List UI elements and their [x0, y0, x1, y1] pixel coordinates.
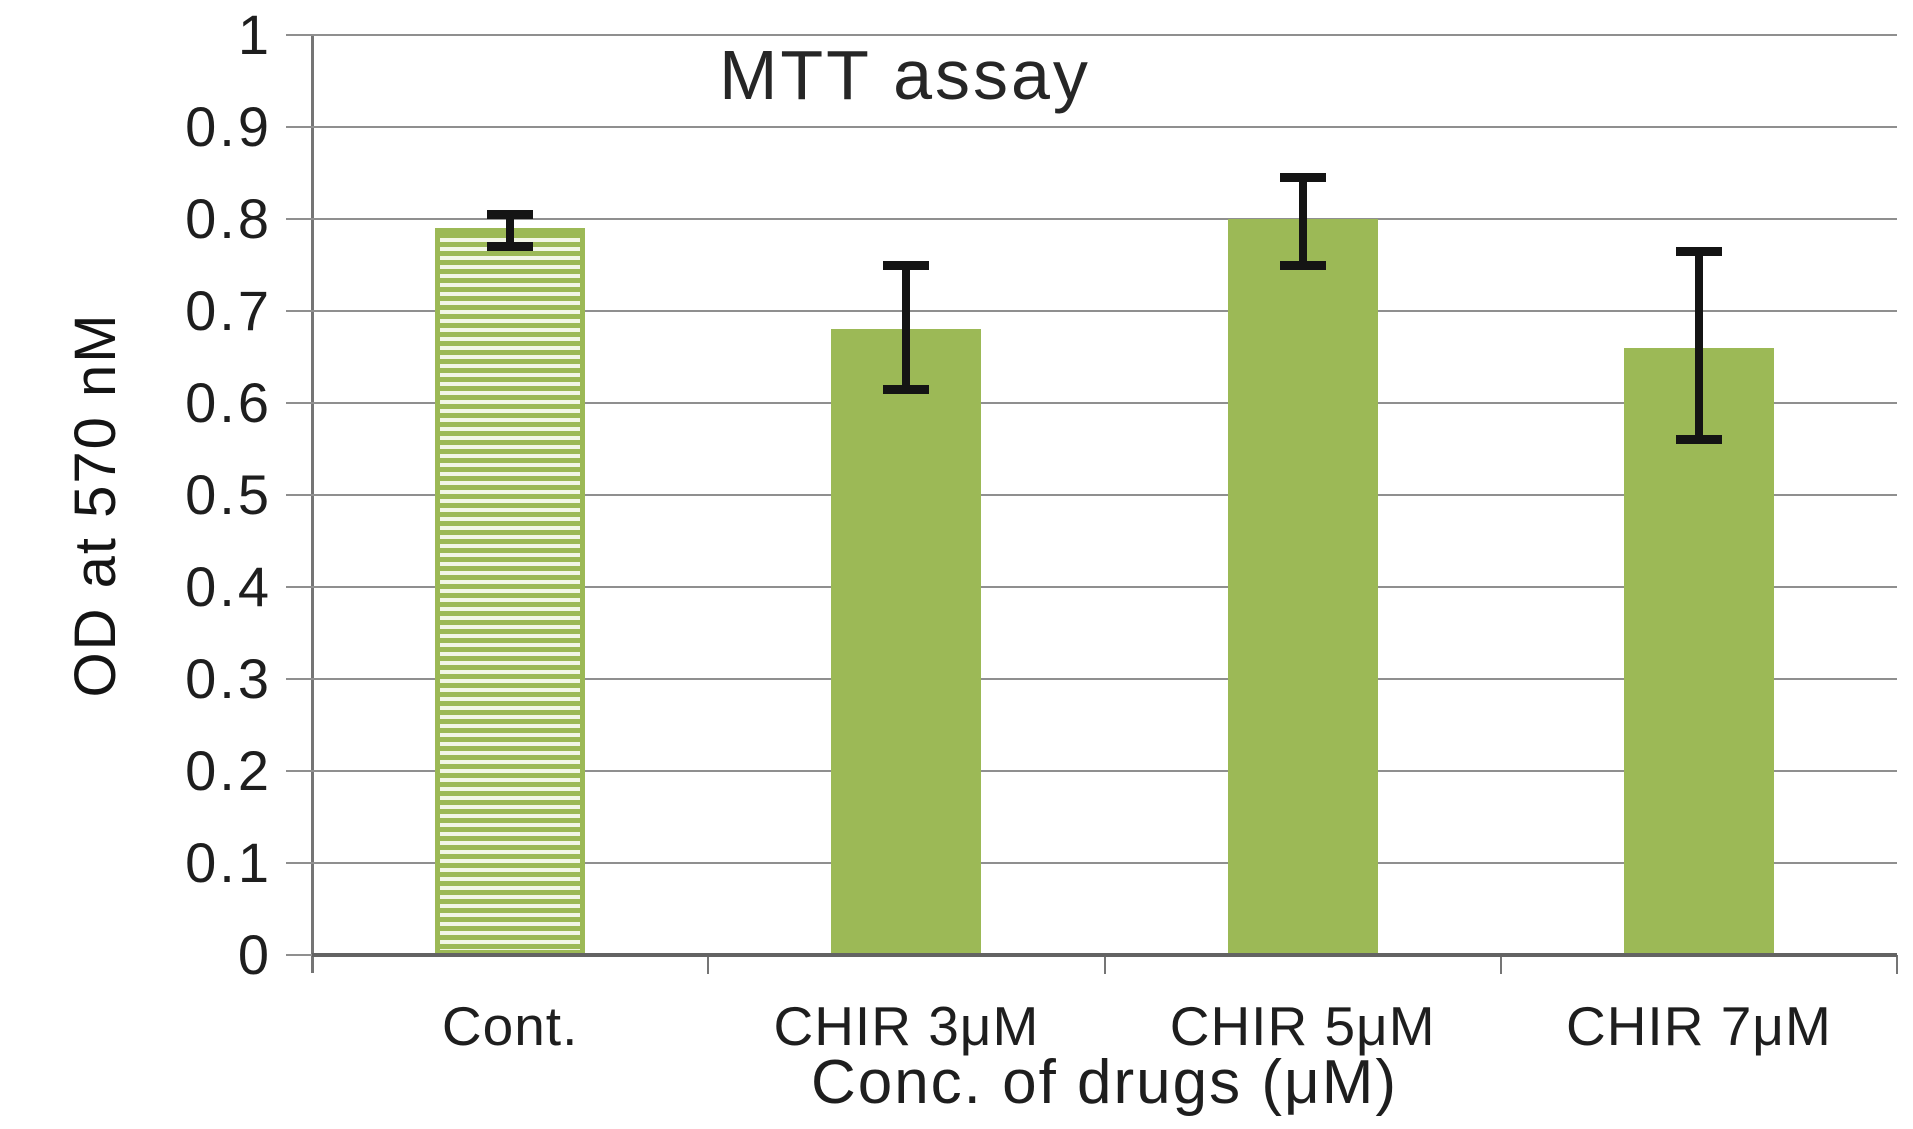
error-bar-cap-top-CHIR 3μM: [883, 260, 930, 270]
y-tick-label-0.1: 0.1: [185, 831, 272, 894]
y-tick-label-0.5: 0.5: [185, 463, 272, 526]
gridline-0.1: [286, 862, 1897, 864]
y-tick-label-0.2: 0.2: [185, 739, 272, 802]
bar-CHIR 5μM: [1227, 219, 1378, 955]
x-tick-label-CHIR 5μM: CHIR 5μM: [1169, 995, 1436, 1057]
error-bar-CHIR 7μM: [1694, 251, 1703, 440]
bar-CHIR 7μM: [1623, 347, 1774, 955]
gridline-0.5: [286, 494, 1897, 496]
y-tick-label-0.6: 0.6: [185, 371, 272, 434]
gridline-0.2: [286, 770, 1897, 772]
plot-area: 0 0.1 0.2 0.3 0.4 0.5 0.6 0.7 0.8 0.9 1 Cont. CHIR 3…: [185, 7, 1898, 1054]
gridline-0.6: [286, 402, 1897, 404]
y-axis-title: OD at 570 nM: [63, 312, 128, 698]
gridline-0.7: [286, 310, 1897, 312]
y-tick-label-0.8: 0.8: [185, 187, 272, 250]
y-tick-label-0.7: 0.7: [185, 279, 272, 342]
error-bar-cap-top-Cont.: [487, 209, 534, 219]
x-tick-label-CHIR 7μM: CHIR 7μM: [1565, 995, 1832, 1057]
y-tick-label-0: 0: [237, 923, 272, 986]
bar-CHIR 3μM: [831, 329, 982, 955]
gridline-0: [286, 954, 312, 956]
x-axis-tick-2: [1103, 955, 1106, 974]
x-axis-tick-3: [1499, 955, 1502, 974]
y-tick-label-1: 1: [237, 3, 272, 66]
y-tick-label-0.9: 0.9: [185, 95, 272, 158]
error-bar-Cont.: [506, 214, 515, 247]
gridline-0.3: [286, 678, 1897, 680]
x-axis-tick-1: [707, 955, 710, 974]
gridline-0.8: [286, 218, 1897, 220]
x-tick-label-Cont.: Cont.: [441, 995, 579, 1057]
error-bar-cap-bottom-Cont.: [487, 242, 534, 252]
x-tick-label-CHIR 3μM: CHIR 3μM: [773, 995, 1040, 1057]
chart-title: MTT assay: [719, 36, 1091, 114]
y-axis-line: [311, 35, 314, 973]
y-tick-label-0.4: 0.4: [185, 555, 272, 618]
x-axis-tick-4: [1896, 955, 1898, 974]
error-bar-cap-bottom-CHIR 3μM: [883, 384, 930, 394]
error-bar-CHIR 3μM: [902, 265, 911, 390]
error-bar-cap-bottom-CHIR 5μM: [1279, 260, 1326, 270]
gridline-0.4: [286, 586, 1897, 588]
bar-Cont.: [435, 228, 586, 955]
gridline-0.9: [286, 126, 1897, 128]
error-bar-cap-top-CHIR 7μM: [1675, 246, 1722, 256]
error-bar-CHIR 5μM: [1298, 177, 1307, 265]
error-bar-cap-bottom-CHIR 7μM: [1675, 435, 1722, 445]
error-bar-cap-top-CHIR 5μM: [1279, 173, 1326, 183]
gridline-1: [286, 34, 1897, 36]
y-tick-label-0.3: 0.3: [185, 647, 272, 710]
x-axis-line: [312, 953, 1897, 957]
x-axis-title: Conc. of drugs (μM): [810, 1048, 1399, 1117]
